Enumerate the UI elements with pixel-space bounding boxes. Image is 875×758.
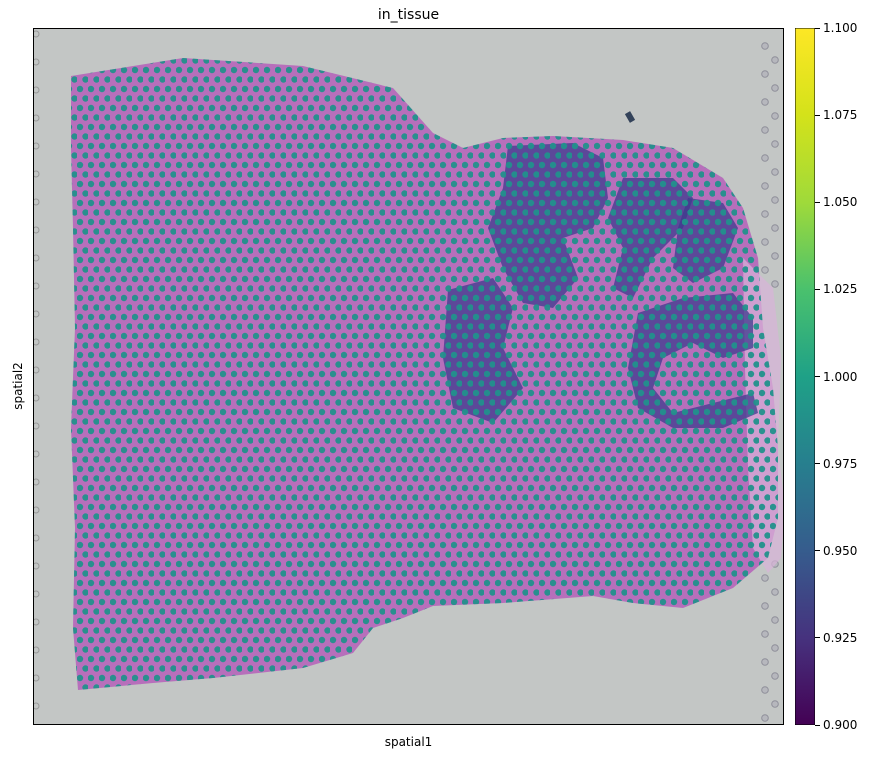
debris	[624, 111, 636, 123]
colorbar-tick-label: 0.975	[823, 456, 858, 471]
x-axis-label: spatial1	[384, 735, 433, 749]
colorbar-tick-label: 0.900	[823, 718, 858, 732]
colorbar-tick	[815, 201, 820, 203]
fiducial-markers-right	[761, 42, 779, 722]
colorbar-tick	[815, 376, 820, 377]
colorbar-tick	[815, 288, 820, 290]
fiducial-markers-left	[33, 30, 40, 710]
spatial-plot	[33, 28, 784, 725]
colorbar-tick-label: 1.000	[823, 369, 858, 384]
colorbar-tick-label: 0.925	[823, 630, 858, 645]
colorbar-tick-label: 1.100	[823, 21, 858, 35]
colorbar-tick-label: 1.025	[823, 282, 858, 297]
colorbar-tick	[815, 724, 820, 726]
y-axis-label: spatial2	[11, 362, 25, 410]
capture-spots	[71, 58, 778, 690]
colorbar-tick	[815, 550, 820, 552]
colorbar-tick	[815, 637, 820, 639]
colorbar-tick-label: 1.075	[823, 108, 858, 123]
colorbar-tick-label: 1.050	[823, 195, 858, 210]
colorbar	[795, 28, 815, 725]
colorbar-tick-label: 0.950	[823, 543, 858, 558]
colorbar-tick	[815, 463, 820, 465]
colorbar-tick	[815, 114, 820, 116]
plot-border	[33, 28, 784, 725]
chart-title: in_tissue	[377, 7, 440, 23]
colorbar-tick	[815, 27, 820, 29]
